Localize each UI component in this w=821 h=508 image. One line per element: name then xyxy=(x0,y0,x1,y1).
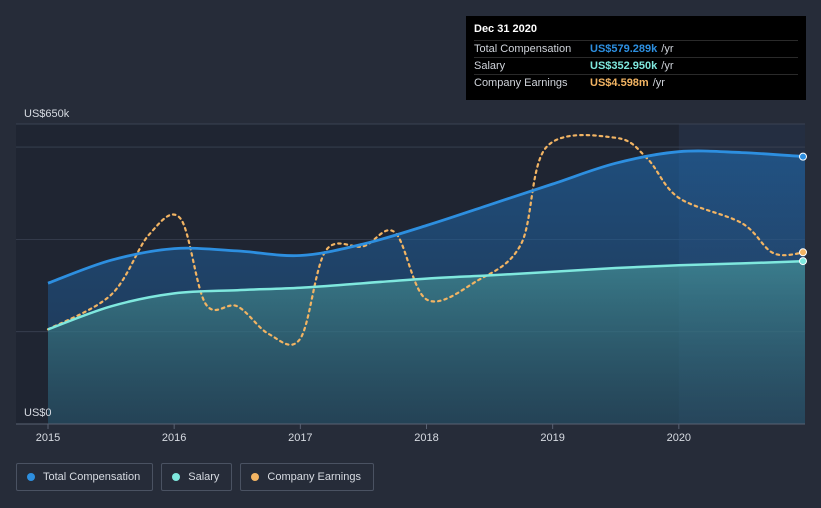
total-compensation-endpoint xyxy=(799,152,807,161)
x-tick-label: 2015 xyxy=(36,432,60,444)
legend-dot-icon xyxy=(27,473,35,481)
tooltip-label: Salary xyxy=(474,60,506,72)
tooltip-unit: /yr xyxy=(661,43,674,55)
tooltip-label: Total Compensation xyxy=(474,43,572,55)
legend-label: Total Compensation xyxy=(43,471,141,483)
company-earnings-endpoint xyxy=(799,248,807,257)
tooltip-row-total-compensation: Total Compensation US$579.289k /yr xyxy=(474,40,798,57)
legend-dot-icon xyxy=(172,473,181,481)
legend-item-company-earnings[interactable]: Company Earnings xyxy=(240,463,374,491)
tooltip-value: US$4.598m xyxy=(590,77,649,89)
y-axis-top-label: US$650k xyxy=(24,108,70,120)
tooltip-label: Company Earnings xyxy=(474,77,568,89)
tooltip: Dec 31 2020 Total Compensation US$579.28… xyxy=(466,16,806,100)
legend-item-total-compensation[interactable]: Total Compensation xyxy=(16,463,154,491)
legend: Total Compensation Salary Company Earnin… xyxy=(16,463,374,491)
x-tick-label: 2018 xyxy=(414,432,438,444)
legend-item-salary[interactable]: Salary xyxy=(161,463,233,491)
total-compensation-line xyxy=(47,149,806,285)
x-tick-label: 2020 xyxy=(667,432,691,444)
x-tick-label: 2017 xyxy=(288,432,312,444)
x-tick-label: 2016 xyxy=(162,432,186,444)
salary-endpoint xyxy=(799,257,807,266)
tooltip-row-salary: Salary US$352.950k /yr xyxy=(474,57,798,74)
legend-label: Company Earnings xyxy=(267,471,361,483)
legend-label: Salary xyxy=(188,471,220,483)
y-axis-bottom-label: US$0 xyxy=(24,407,52,419)
tooltip-unit: /yr xyxy=(661,60,674,72)
tooltip-value: US$352.950k xyxy=(590,60,658,72)
tooltip-date: Dec 31 2020 xyxy=(474,23,537,35)
company-earnings-line xyxy=(46,133,807,346)
legend-dot-icon xyxy=(251,473,260,481)
x-tick-label: 2019 xyxy=(540,432,564,444)
salary-line xyxy=(47,259,806,331)
salary-area xyxy=(48,261,805,424)
tooltip-value: US$579.289k xyxy=(590,43,658,55)
tooltip-unit: /yr xyxy=(652,77,665,89)
tooltip-row-company-earnings: Company Earnings US$4.598m /yr xyxy=(474,74,798,91)
